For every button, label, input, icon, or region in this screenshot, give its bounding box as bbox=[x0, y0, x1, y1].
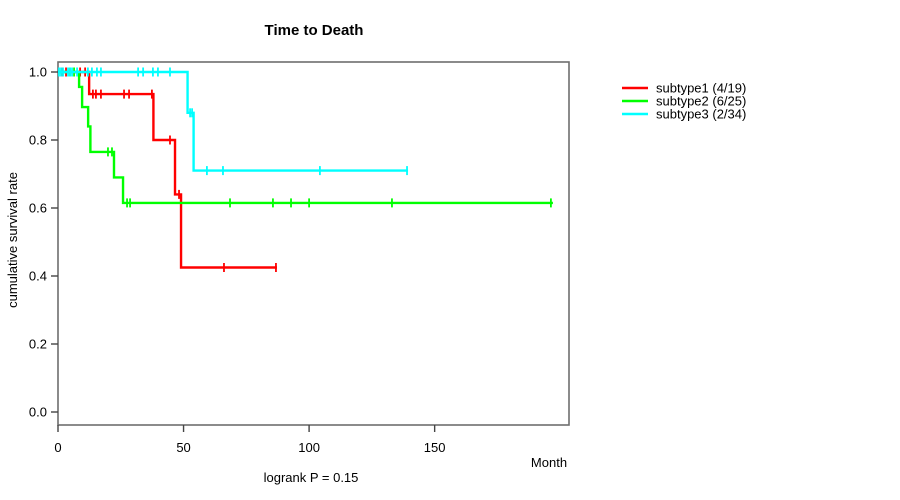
y-tick-label: 0.8 bbox=[29, 133, 47, 148]
x-axis-label: Month bbox=[531, 455, 567, 470]
x-tick-label: 0 bbox=[54, 440, 61, 455]
legend-label: subtype3 (2/34) bbox=[656, 107, 746, 122]
legend-item: subtype2 (6/25) bbox=[622, 94, 746, 109]
survival-curves bbox=[58, 67, 553, 272]
legend-label: subtype2 (6/25) bbox=[656, 94, 746, 109]
y-tick-label: 1.0 bbox=[29, 65, 47, 80]
plot-box bbox=[57, 61, 570, 426]
y-tick-label: 0.4 bbox=[29, 269, 47, 284]
survival-curve-1 bbox=[58, 70, 277, 269]
chart-title: Time to Death bbox=[265, 22, 364, 39]
axes: 0 50 100 150 0.0 0.2 0.4 0.6 0.8 1.0 bbox=[29, 61, 570, 455]
legend: subtype1 (4/19)subtype2 (6/25)subtype3 (… bbox=[622, 81, 746, 122]
x-tick-label: 50 bbox=[176, 440, 190, 455]
y-tick-label: 0.6 bbox=[29, 201, 47, 216]
x-tick-label: 150 bbox=[424, 440, 446, 455]
y-axis-label: cumulative survival rate bbox=[5, 172, 20, 308]
x-tick-label: 100 bbox=[298, 440, 320, 455]
y-tick-label: 0.2 bbox=[29, 337, 47, 352]
y-tick-label: 0.0 bbox=[29, 405, 47, 420]
legend-label: subtype1 (4/19) bbox=[656, 81, 746, 96]
survival-curve-3 bbox=[58, 70, 409, 172]
legend-item: subtype3 (2/34) bbox=[622, 107, 746, 122]
survival-curve-2 bbox=[58, 70, 553, 205]
legend-item: subtype1 (4/19) bbox=[622, 81, 746, 96]
logrank-p-annotation: logrank P = 0.15 bbox=[264, 470, 359, 485]
